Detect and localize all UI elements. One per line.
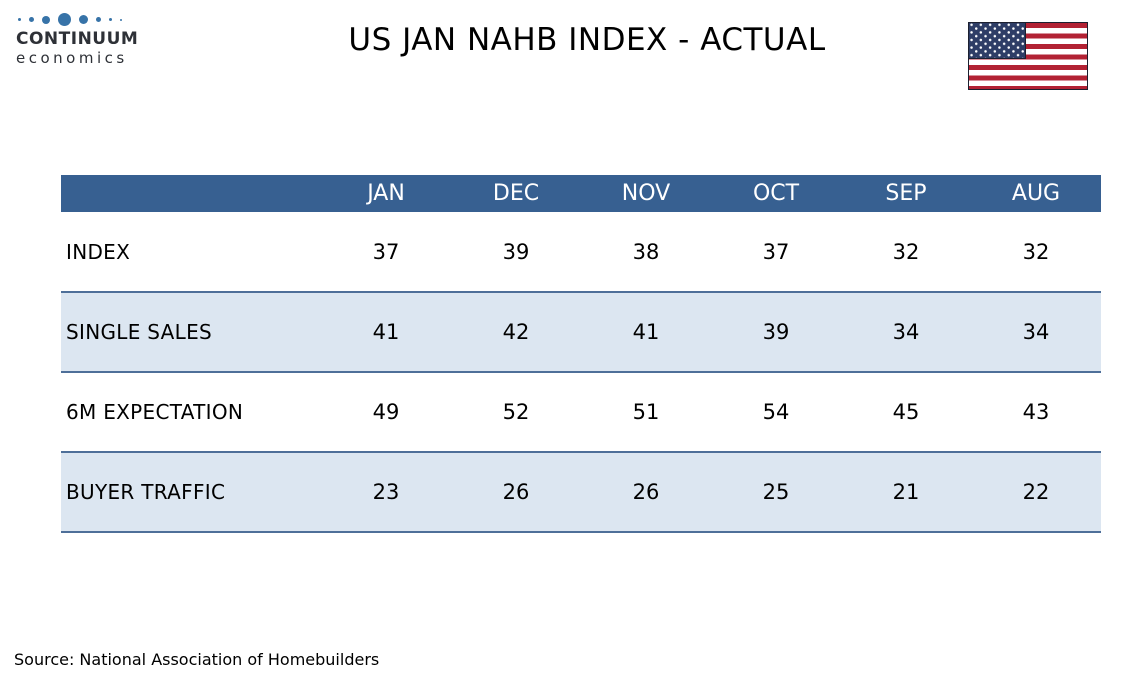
source-note: Source: National Association of Homebuil… bbox=[14, 650, 380, 669]
table-cell: 34 bbox=[841, 291, 971, 373]
table-cell: 41 bbox=[581, 291, 711, 373]
logo-subname: economics bbox=[16, 48, 128, 67]
table-cell: 51 bbox=[581, 372, 711, 452]
table-cell: 41 bbox=[321, 291, 451, 373]
table-header-month: JAN bbox=[321, 175, 451, 212]
table-row-index: INDEX 37 39 38 37 32 32 bbox=[61, 212, 1101, 292]
table-cell: 39 bbox=[711, 291, 841, 373]
table-cell: 54 bbox=[711, 372, 841, 452]
nahb-index-table: JAN DEC NOV OCT SEP AUG INDEX 37 39 38 3… bbox=[61, 175, 1101, 533]
logo-dot-icon bbox=[29, 17, 34, 22]
logo-dot-icon bbox=[42, 15, 50, 24]
table-header-empty bbox=[61, 175, 321, 212]
table-cell: 21 bbox=[841, 451, 971, 533]
page-title: US JAN NAHB INDEX - ACTUAL bbox=[348, 22, 826, 58]
table-cell: 49 bbox=[321, 372, 451, 452]
table-row-single-sales: SINGLE SALES 41 42 41 39 34 34 bbox=[61, 291, 1101, 373]
table-header-month: AUG bbox=[971, 175, 1101, 212]
table-cell: 39 bbox=[451, 212, 581, 292]
logo-dot-icon bbox=[18, 18, 21, 21]
table-row-buyer-traffic: BUYER TRAFFIC 23 26 26 25 21 22 bbox=[61, 451, 1101, 533]
logo-dot-icon bbox=[58, 13, 71, 26]
us-flag-canton bbox=[968, 22, 1026, 59]
table-cell: 52 bbox=[451, 372, 581, 452]
logo-dot-icon bbox=[79, 15, 88, 24]
logo-dot-icon bbox=[109, 18, 112, 21]
logo-dots-icon bbox=[18, 12, 138, 27]
continuum-economics-logo: CONTINUUM economics bbox=[16, 12, 138, 67]
logo-dot-icon bbox=[120, 18, 122, 21]
table-cell: 32 bbox=[971, 212, 1101, 292]
table-header-row: JAN DEC NOV OCT SEP AUG bbox=[61, 175, 1101, 212]
table-header-month: OCT bbox=[711, 175, 841, 212]
table-cell: 42 bbox=[451, 291, 581, 373]
table-cell: 34 bbox=[971, 291, 1101, 373]
row-label: BUYER TRAFFIC bbox=[61, 451, 321, 533]
table-cell: 23 bbox=[321, 451, 451, 533]
table-cell: 43 bbox=[971, 372, 1101, 452]
table-cell: 37 bbox=[711, 212, 841, 292]
table-row-6m-expectation: 6M EXPECTATION 49 52 51 54 45 43 bbox=[61, 372, 1101, 452]
table-cell: 37 bbox=[321, 212, 451, 292]
logo-dot-icon bbox=[96, 17, 101, 22]
us-flag-icon bbox=[968, 22, 1088, 90]
table-cell: 26 bbox=[451, 451, 581, 533]
row-label: 6M EXPECTATION bbox=[61, 372, 321, 452]
table-cell: 22 bbox=[971, 451, 1101, 533]
table-cell: 45 bbox=[841, 372, 971, 452]
row-label: SINGLE SALES bbox=[61, 291, 321, 373]
logo-name: CONTINUUM bbox=[16, 29, 139, 49]
table-cell: 25 bbox=[711, 451, 841, 533]
table-cell: 38 bbox=[581, 212, 711, 292]
row-label: INDEX bbox=[61, 212, 321, 292]
table-header-month: NOV bbox=[581, 175, 711, 212]
table-header-month: SEP bbox=[841, 175, 971, 212]
table-cell: 32 bbox=[841, 212, 971, 292]
table-cell: 26 bbox=[581, 451, 711, 533]
table-header-month: DEC bbox=[451, 175, 581, 212]
